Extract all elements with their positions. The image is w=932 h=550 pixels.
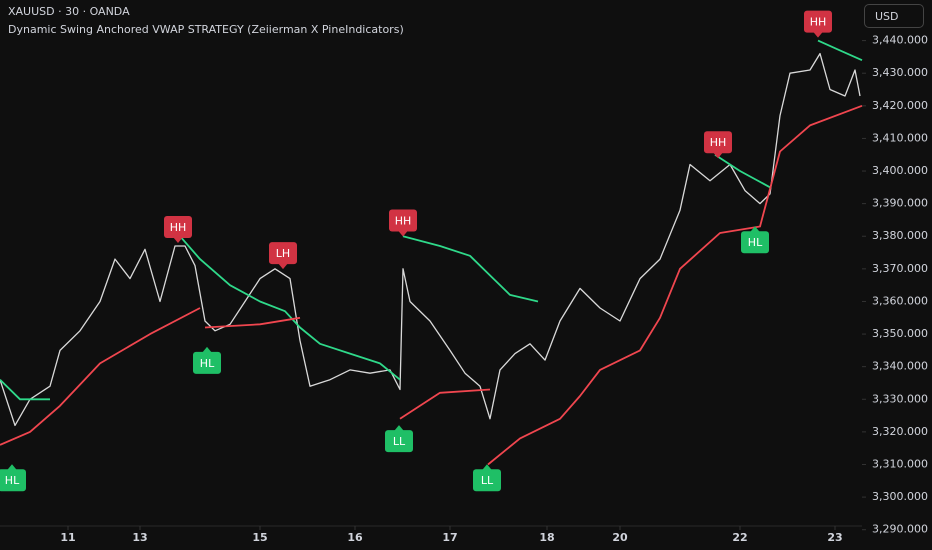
label-text: HH xyxy=(810,16,827,29)
label-text: HL xyxy=(5,474,20,487)
label-box xyxy=(193,351,221,374)
label-box xyxy=(164,216,192,239)
y-tick-label: 3,310.000 xyxy=(872,457,928,470)
y-tick-label: 3,440.000 xyxy=(872,34,928,47)
label-text: LL xyxy=(481,474,494,487)
y-tick-label: 3,380.000 xyxy=(872,229,928,242)
y-tick-label: 3,400.000 xyxy=(872,164,928,177)
label-pointer xyxy=(7,464,17,471)
y-tick-label: 3,290.000 xyxy=(872,523,928,536)
y-tick-label: 3,390.000 xyxy=(872,197,928,210)
label-box xyxy=(389,209,417,232)
x-tick-label: 11 xyxy=(60,531,75,544)
y-tick-label: 3,350.000 xyxy=(872,327,928,340)
swing-label: LL xyxy=(473,464,501,492)
swing-label: HL xyxy=(0,464,26,492)
line xyxy=(0,104,863,466)
label-pointer xyxy=(813,31,823,38)
label-text: LH xyxy=(276,247,290,260)
chart-title: XAUUSD · 30 · OANDA xyxy=(8,5,130,18)
y-tick-label: 3,420.000 xyxy=(872,99,928,112)
label-pointer xyxy=(713,152,723,159)
currency-button[interactable]: USD xyxy=(864,4,924,28)
label-pointer xyxy=(750,226,760,233)
x-tick-label: 16 xyxy=(347,531,363,544)
label-pointer xyxy=(173,237,183,244)
swing-label: HL xyxy=(741,226,769,254)
label-box xyxy=(741,231,769,254)
x-tick-label: 13 xyxy=(132,531,147,544)
y-tick-label: 3,410.000 xyxy=(872,131,928,144)
y-tick-label: 3,330.000 xyxy=(872,392,928,405)
y-tick-label: 3,300.000 xyxy=(872,490,928,503)
x-tick-label: 18 xyxy=(539,531,554,544)
swing-label: LL xyxy=(385,425,413,453)
label-box xyxy=(0,469,26,492)
swing-label: HL xyxy=(193,346,221,374)
label-pointer xyxy=(394,425,404,432)
label-text: LL xyxy=(393,435,406,448)
label-box xyxy=(804,10,832,33)
label-pointer xyxy=(398,230,408,237)
label-text: HL xyxy=(200,357,215,370)
x-tick-label: 17 xyxy=(442,531,457,544)
label-text: HH xyxy=(395,215,412,228)
y-tick-label: 3,360.000 xyxy=(872,294,928,307)
swing-label: LH xyxy=(269,242,297,270)
label-box xyxy=(473,469,501,492)
label-pointer xyxy=(202,346,212,353)
x-tick-label: 22 xyxy=(732,531,747,544)
swing-label: HH xyxy=(164,216,192,244)
label-text: HH xyxy=(710,136,727,149)
line xyxy=(0,52,861,427)
label-box xyxy=(385,430,413,453)
y-tick-label: 3,430.000 xyxy=(872,66,928,79)
swing-label: HH xyxy=(804,10,832,38)
x-tick-label: 20 xyxy=(612,531,628,544)
y-tick-label: 3,320.000 xyxy=(872,425,928,438)
label-box xyxy=(704,131,732,154)
y-tick-label: 3,340.000 xyxy=(872,360,928,373)
label-text: HH xyxy=(170,221,187,234)
label-text: HL xyxy=(748,236,763,249)
swing-label: HH xyxy=(389,209,417,237)
y-tick-label: 3,370.000 xyxy=(872,262,928,275)
x-tick-label: 15 xyxy=(252,531,267,544)
label-box xyxy=(269,242,297,265)
label-pointer xyxy=(278,263,288,270)
x-tick-label: 23 xyxy=(827,531,842,544)
chart-subtitle: Dynamic Swing Anchored VWAP STRATEGY (Ze… xyxy=(8,23,404,36)
label-pointer xyxy=(482,464,492,471)
swing-label: HH xyxy=(704,131,732,159)
